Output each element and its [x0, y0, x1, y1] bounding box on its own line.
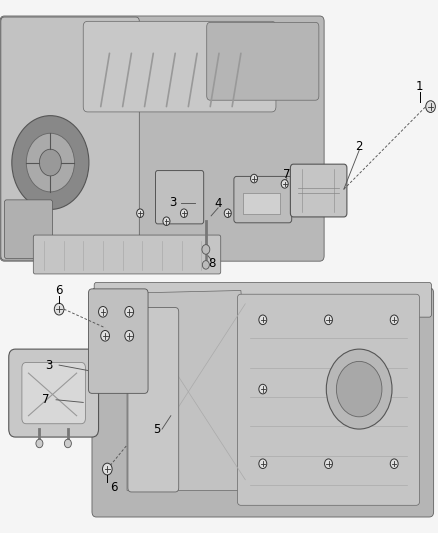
Circle shape [36, 439, 43, 448]
Circle shape [202, 245, 210, 254]
Text: 5: 5 [153, 423, 160, 435]
FancyBboxPatch shape [88, 289, 148, 393]
FancyBboxPatch shape [207, 22, 319, 100]
Circle shape [259, 384, 267, 394]
Circle shape [325, 459, 332, 469]
Circle shape [259, 459, 267, 469]
FancyBboxPatch shape [4, 200, 53, 259]
Circle shape [325, 315, 332, 325]
Circle shape [26, 133, 74, 192]
FancyBboxPatch shape [0, 16, 324, 261]
Circle shape [390, 459, 398, 469]
Polygon shape [127, 290, 254, 490]
Circle shape [163, 217, 170, 225]
Bar [0, 0, 438, 272]
Circle shape [259, 315, 267, 325]
FancyBboxPatch shape [234, 176, 292, 223]
Circle shape [39, 149, 61, 176]
FancyBboxPatch shape [9, 349, 99, 437]
Circle shape [101, 330, 110, 341]
Text: 8: 8 [208, 257, 215, 270]
Text: 3: 3 [46, 359, 53, 372]
Circle shape [99, 306, 107, 317]
Circle shape [102, 463, 112, 475]
Circle shape [336, 361, 382, 417]
Circle shape [54, 303, 64, 315]
Circle shape [125, 330, 134, 341]
FancyBboxPatch shape [83, 21, 276, 112]
Circle shape [125, 306, 134, 317]
FancyBboxPatch shape [33, 235, 221, 274]
Text: 2: 2 [355, 140, 363, 153]
Circle shape [12, 116, 89, 209]
Text: 1: 1 [416, 80, 424, 93]
Text: 6: 6 [55, 284, 63, 297]
Circle shape [202, 261, 209, 269]
FancyBboxPatch shape [92, 288, 434, 517]
Bar [0, 272, 438, 533]
Text: 4: 4 [214, 197, 222, 210]
Circle shape [180, 209, 187, 217]
FancyBboxPatch shape [290, 164, 347, 217]
FancyBboxPatch shape [237, 294, 420, 505]
Circle shape [64, 439, 71, 448]
Circle shape [281, 180, 288, 188]
Bar [243, 193, 280, 214]
Text: 3: 3 [170, 196, 177, 209]
Circle shape [251, 174, 258, 183]
Circle shape [326, 349, 392, 429]
Circle shape [224, 209, 231, 217]
FancyBboxPatch shape [155, 171, 204, 224]
Circle shape [137, 209, 144, 217]
Circle shape [426, 101, 435, 112]
FancyBboxPatch shape [94, 282, 431, 317]
Text: 7: 7 [283, 168, 291, 181]
FancyBboxPatch shape [22, 362, 85, 424]
FancyBboxPatch shape [1, 17, 139, 260]
Text: 6: 6 [110, 481, 118, 494]
FancyBboxPatch shape [128, 308, 179, 492]
Text: 7: 7 [42, 393, 50, 406]
Circle shape [390, 315, 398, 325]
